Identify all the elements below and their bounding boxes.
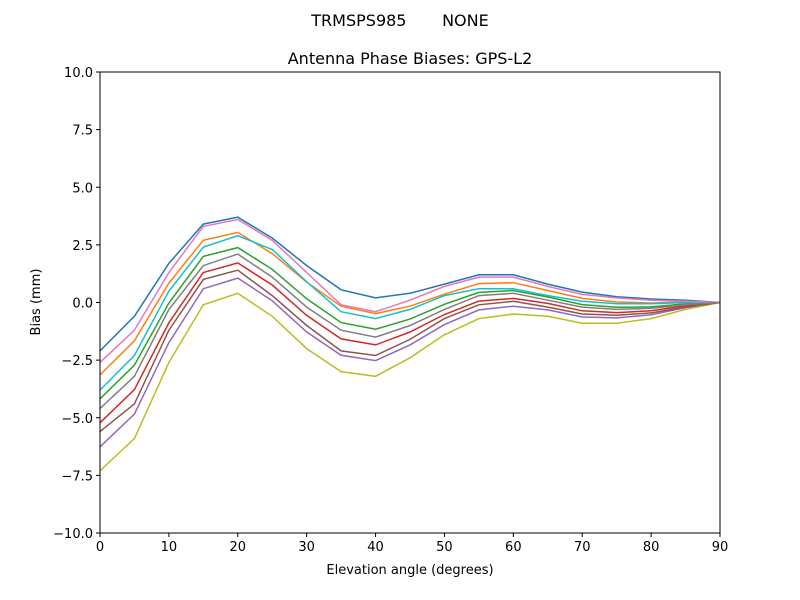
series-line-5: [99, 292, 721, 472]
x-tick-label: 80: [643, 540, 660, 555]
x-tick-label: 30: [298, 540, 315, 555]
y-tick-label: −2.5: [61, 354, 93, 369]
x-tick-label: 40: [367, 540, 384, 555]
series-line-0: [99, 216, 721, 352]
y-tick-label: 0.0: [72, 297, 93, 312]
series-line-6: [99, 234, 720, 391]
series-line-3: [99, 262, 721, 424]
series-line-9: [99, 253, 721, 410]
x-tick-label: 0: [96, 540, 104, 555]
series-line-7: [99, 218, 721, 363]
x-tick-label: 60: [505, 540, 522, 555]
y-axis-ticks: −10.0 −7.5 −5.0 −2.5 0.0 2.5 5.0 7.5 10.0: [53, 66, 100, 542]
series-lines: [99, 216, 721, 472]
x-axis-label: Elevation angle (degrees): [326, 563, 493, 578]
y-tick-label: 5.0: [72, 181, 93, 196]
x-axis-ticks: 0 10 20 30 40 50 60 70 80 90: [96, 533, 728, 555]
series-line-1: [99, 231, 721, 376]
chart-suptitle: TRMSPS985 NONE: [310, 11, 488, 30]
y-tick-label: −5.0: [61, 412, 93, 427]
x-tick-label: 90: [712, 540, 729, 555]
y-tick-label: −7.5: [61, 469, 93, 484]
y-tick-label: −10.0: [53, 527, 93, 542]
y-tick-label: 2.5: [72, 239, 93, 254]
y-tick-label: 10.0: [64, 66, 93, 81]
x-tick-label: 50: [436, 540, 453, 555]
y-tick-label: 7.5: [72, 124, 93, 139]
series-line-2: [99, 246, 721, 400]
series-line-4: [99, 277, 721, 448]
series-line-8: [99, 269, 721, 433]
x-tick-label: 10: [161, 540, 178, 555]
x-tick-label: 20: [230, 540, 247, 555]
x-tick-label: 70: [574, 540, 591, 555]
chart-title: Antenna Phase Biases: GPS-L2: [288, 49, 533, 68]
y-axis-label: Bias (mm): [29, 269, 44, 336]
